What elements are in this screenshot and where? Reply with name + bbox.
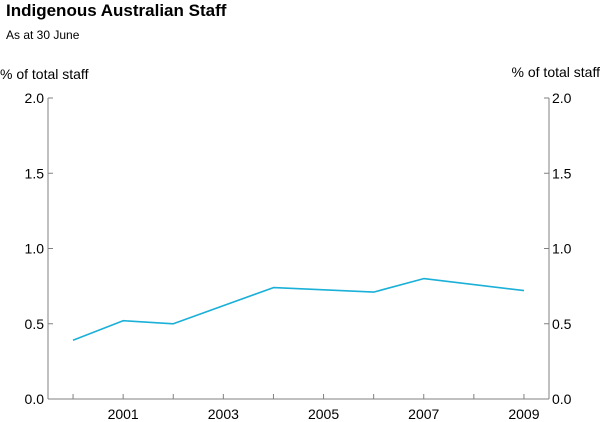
y-tick-label-left: 0.5	[25, 316, 45, 332]
series-group	[72, 277, 525, 342]
y-tick-label-right: 0.5	[552, 316, 572, 332]
series-line	[72, 277, 525, 342]
y-tick-label-right: 1.5	[552, 165, 572, 181]
y-tick-label-right: 1.0	[552, 241, 572, 257]
x-tick-label: 2007	[408, 406, 439, 422]
y-tick-label-left: 2.0	[25, 90, 45, 106]
axes-group: 0.0 0.0 0.5 0.5 1.0 1.0 1.5 1.5 2.0 2.0 2001 2003 20…	[25, 90, 572, 422]
y-tick-label-right: 0.0	[552, 391, 572, 407]
left-axis-label: % of total staff	[0, 66, 89, 82]
y-tick-label-left: 1.0	[25, 241, 45, 257]
y-tick-label-right: 2.0	[552, 90, 572, 106]
chart-title: Indigenous Australian Staff	[6, 1, 227, 20]
x-tick-label: 2003	[208, 406, 239, 422]
x-tick-label: 2009	[508, 406, 539, 422]
chart-subtitle: As at 30 June	[6, 28, 80, 42]
y-tick-label-left: 1.5	[25, 165, 45, 181]
right-axis-label: % of total staff	[512, 64, 600, 80]
y-tick-label-left: 0.0	[25, 391, 45, 407]
x-tick-label: 2005	[308, 406, 339, 422]
x-tick-label: 2001	[108, 406, 139, 422]
